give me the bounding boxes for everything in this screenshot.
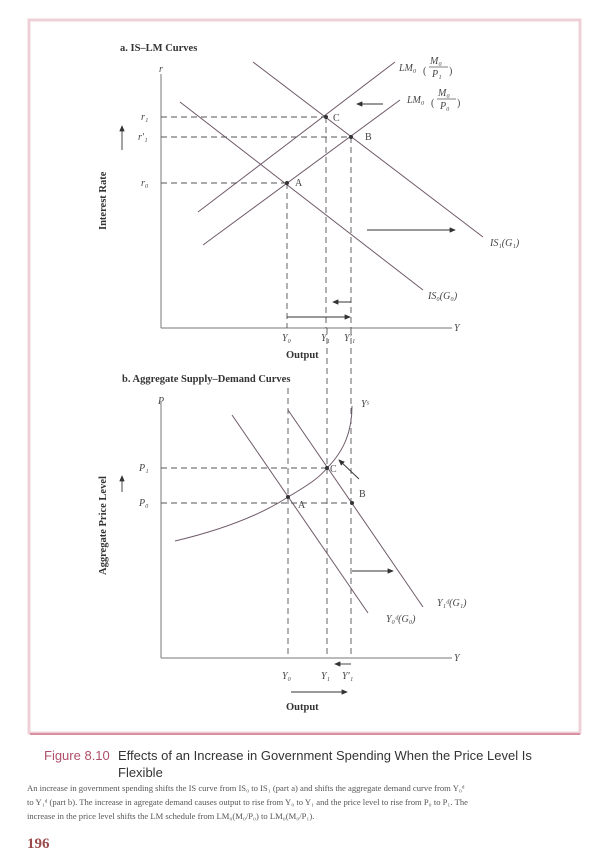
panel-b-title: b. Aggregate Supply–Demand Curves [122,374,290,385]
figure-title-line-1: Effects of an Increase in Government Spe… [118,748,532,763]
point-b-label: B [365,132,372,143]
point-c [324,115,328,119]
lm-p0-curve [202,99,401,246]
is0-label: IS₀(G₀) [427,291,458,302]
point-a [286,495,290,499]
point-a [285,181,289,185]
demand0-label: Y₀ᵈ(G₀) [386,614,416,625]
point-c-label: C [333,113,340,124]
svg-text:(: ( [423,66,427,77]
lm-p0-label: LM₀ ( M₀ P₀ ) [406,88,460,112]
x-axis-symbol: Y [454,323,461,334]
is0-curve [179,101,424,291]
point-c-label: C [330,464,337,475]
tick-y1-prime: Y′₁ [342,671,353,682]
figure-number: Figure 8.10 [44,748,110,763]
svg-text:P₁: P₁ [431,69,442,80]
figure-frame [27,18,582,735]
svg-text:P₀: P₀ [439,101,450,112]
y-axis-label: Aggregate Price Level [98,476,109,575]
demand0-curve [231,414,369,614]
is1-curve [252,61,484,238]
tick-y1: Y₁ [321,671,330,682]
x-axis-symbol: Y [454,653,461,664]
tick-y1-prime: Y′₁ [344,333,355,344]
supply-curve [174,405,353,542]
figure-title-line-2: Flexible [118,765,163,780]
panel-b-as-ad: b. Aggregate Supply–Demand Curves P Y Ag… [98,374,467,713]
svg-text:LM₀: LM₀ [398,63,417,74]
svg-text:): ) [457,98,460,109]
tick-y1: Y₁ [321,333,330,344]
y-axis-symbol: r [159,64,163,75]
svg-text:LM₀: LM₀ [406,95,425,106]
tick-r0: r₀ [141,178,149,189]
point-c [325,466,329,470]
x-axis-label: Output [286,350,319,361]
caption-line-1: An increase in government spending shift… [27,783,465,793]
x-axis-label: Output [286,702,319,713]
lm-p1-label: LM₀ ( M₀ P₁ ) [398,56,452,80]
point-a-label: A [298,500,306,511]
svg-text:(: ( [431,98,435,109]
caption-line-3: increase in the price level shifts the L… [27,811,315,821]
page-number: 196 [27,836,50,852]
panel-a-is-lm: a. IS–LM Curves r Y Interest Rate Output… [98,43,520,361]
supply-label: Yˢ [361,399,370,410]
point-a-label: A [295,178,303,189]
svg-text:): ) [449,66,452,77]
tick-r1-prime: r′₁ [138,132,148,143]
is1-label: IS₁(G₁) [489,238,520,249]
tick-y0: Y₀ [282,671,292,682]
tick-y0: Y₀ [282,333,292,344]
tick-r1: r₁ [141,112,148,123]
caption-line-2: to Y₁ᵈ (part b). The increase in agregat… [27,797,468,807]
shift-to-c-arrow-icon [338,459,360,480]
svg-text:M₀: M₀ [437,88,450,99]
tick-p1: P₁ [138,463,149,474]
point-b [349,135,353,139]
y-axis-symbol: P [157,396,164,407]
svg-text:M₀: M₀ [429,56,442,67]
point-b [350,501,354,505]
y-axis-label: Interest Rate [98,171,109,230]
tick-p0: P₀ [138,498,149,509]
panel-a-title: a. IS–LM Curves [120,43,197,54]
figure-title: Effects of an Increase in Government Spe… [118,747,558,781]
demand1-label: Y₁ᵈ(G₁) [437,598,467,609]
demand1-curve [287,409,424,608]
point-b-label: B [359,489,366,500]
